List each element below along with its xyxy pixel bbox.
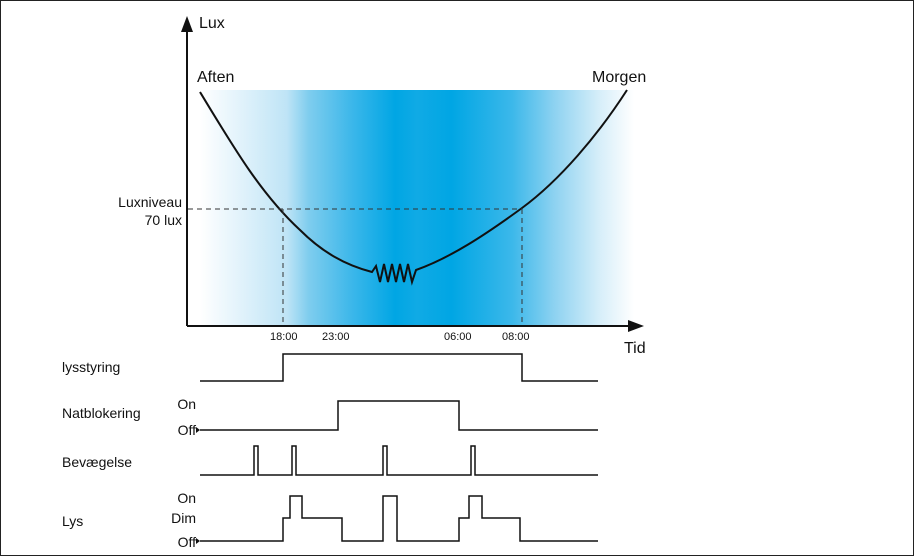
natblokering-on-label: On — [177, 396, 196, 412]
row-label-lys: Lys — [62, 513, 83, 529]
signal-lys — [200, 495, 598, 542]
y-axis-arrow-icon — [181, 16, 193, 32]
lys-off-arrow-icon — [196, 538, 200, 544]
tick-0800: 08:00 — [502, 331, 530, 343]
tick-2300: 23:00 — [322, 331, 350, 343]
lys-on-label: On — [177, 490, 196, 506]
lys-dim-label: Dim — [171, 510, 196, 526]
y-axis-label: Lux — [199, 15, 225, 32]
lys-off-label: Off — [178, 534, 197, 550]
signal-natblokering — [200, 400, 598, 431]
natblokering-off-arrow-icon — [196, 427, 200, 433]
row-label-natblokering: Natblokering — [62, 405, 141, 421]
evening-label: Aften — [197, 69, 234, 86]
morning-label: Morgen — [592, 69, 646, 86]
signal-bevaegelse — [200, 445, 598, 476]
natblokering-off-label: Off — [178, 422, 197, 438]
x-axis-label: Tid — [624, 340, 646, 357]
lux-curve — [199, 89, 628, 286]
tick-0600: 06:00 — [444, 331, 472, 343]
night-band — [200, 90, 634, 326]
row-label-bevaegelse: Bevægelse — [62, 454, 132, 470]
tick-1800: 18:00 — [270, 331, 298, 343]
row-label-lysstyring: lysstyring — [62, 359, 120, 375]
x-axis-arrow-icon — [628, 320, 644, 332]
lux-level-label-2: 70 lux — [145, 212, 182, 228]
lux-level-label-1: Luxniveau — [118, 194, 182, 210]
signal-lysstyring — [200, 353, 598, 382]
